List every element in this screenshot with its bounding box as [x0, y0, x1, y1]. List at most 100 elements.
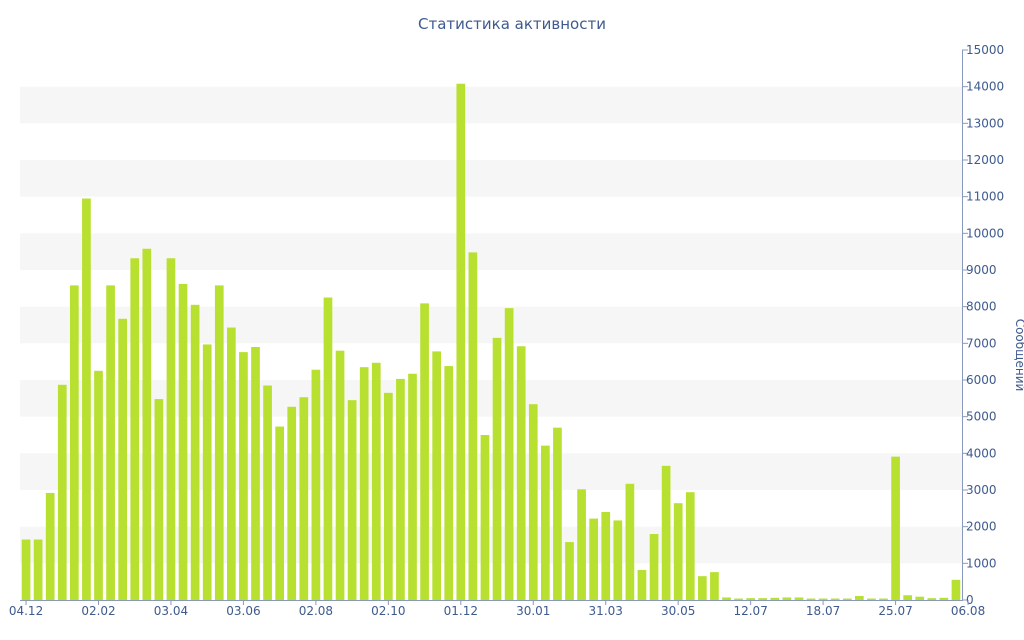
- bar[interactable]: [758, 598, 768, 600]
- bar[interactable]: [468, 252, 478, 600]
- grid-band: [20, 160, 962, 197]
- bar[interactable]: [408, 373, 417, 600]
- bar[interactable]: [891, 456, 900, 600]
- x-tick-label: 18.07: [806, 604, 840, 618]
- bar[interactable]: [842, 598, 852, 600]
- bar[interactable]: [516, 346, 526, 600]
- bar[interactable]: [492, 337, 502, 600]
- bar[interactable]: [251, 347, 260, 600]
- bar[interactable]: [456, 83, 466, 600]
- bar[interactable]: [21, 539, 31, 601]
- bar[interactable]: [528, 404, 538, 600]
- bar[interactable]: [939, 597, 949, 600]
- bar[interactable]: [323, 297, 333, 601]
- bar[interactable]: [673, 503, 683, 600]
- bar[interactable]: [589, 518, 599, 600]
- bar[interactable]: [806, 598, 816, 600]
- bar[interactable]: [951, 579, 961, 600]
- y-tick-label: 8000: [966, 300, 997, 314]
- y-tick-label: 4000: [966, 446, 997, 460]
- bar[interactable]: [154, 399, 164, 600]
- bar[interactable]: [94, 370, 103, 600]
- bar[interactable]: [661, 465, 671, 600]
- bar[interactable]: [226, 327, 236, 600]
- bar[interactable]: [432, 351, 442, 600]
- bar[interactable]: [613, 520, 623, 600]
- bar[interactable]: [33, 539, 43, 601]
- bar[interactable]: [45, 492, 55, 600]
- y-tick-label: 3000: [966, 483, 997, 497]
- grid-band: [20, 526, 962, 564]
- x-tick-label: 03.06: [226, 604, 260, 618]
- bar[interactable]: [106, 285, 115, 600]
- bar[interactable]: [553, 427, 562, 600]
- bar[interactable]: [770, 597, 780, 600]
- grid-band: [20, 233, 962, 270]
- bar[interactable]: [69, 285, 79, 600]
- bar[interactable]: [335, 350, 345, 600]
- bar[interactable]: [710, 572, 719, 600]
- bar[interactable]: [311, 369, 321, 600]
- grid-band: [20, 86, 962, 124]
- x-tick-label: 25.07: [878, 604, 912, 618]
- bar[interactable]: [794, 597, 804, 600]
- bar[interactable]: [287, 406, 297, 600]
- bar[interactable]: [649, 534, 659, 600]
- bar[interactable]: [202, 344, 212, 600]
- bar[interactable]: [263, 385, 272, 601]
- bar[interactable]: [396, 378, 405, 600]
- y-tick-label: 5000: [966, 410, 997, 424]
- bar[interactable]: [565, 542, 574, 600]
- bar[interactable]: [178, 283, 188, 600]
- y-tick-label: 6000: [966, 373, 997, 387]
- bar[interactable]: [734, 598, 743, 600]
- bar[interactable]: [130, 258, 140, 600]
- bar[interactable]: [540, 445, 550, 600]
- bar[interactable]: [915, 596, 925, 600]
- bar[interactable]: [637, 569, 647, 600]
- bar[interactable]: [383, 392, 393, 600]
- x-tick-label: 12.07: [733, 604, 767, 618]
- bar[interactable]: [625, 483, 635, 600]
- grid-band: [20, 306, 962, 344]
- bar[interactable]: [577, 489, 586, 600]
- bar[interactable]: [299, 397, 309, 600]
- bar[interactable]: [480, 435, 490, 600]
- bar[interactable]: [879, 598, 888, 600]
- bar[interactable]: [504, 308, 514, 600]
- bar[interactable]: [444, 366, 454, 600]
- x-tick-label: 03.04: [154, 604, 188, 618]
- bar[interactable]: [601, 512, 611, 600]
- bar[interactable]: [818, 598, 828, 600]
- y-tick-label: 7000: [966, 336, 997, 350]
- bar[interactable]: [854, 595, 864, 600]
- bars: [21, 83, 961, 601]
- grid-band: [20, 380, 962, 417]
- bar[interactable]: [746, 598, 756, 600]
- bar[interactable]: [142, 248, 152, 600]
- bar[interactable]: [867, 598, 876, 600]
- bar[interactable]: [239, 352, 248, 600]
- y-tick-label: 2000: [966, 520, 997, 534]
- bar[interactable]: [118, 318, 128, 600]
- bar[interactable]: [190, 304, 200, 600]
- bar[interactable]: [359, 367, 369, 600]
- bar[interactable]: [371, 362, 381, 600]
- bar[interactable]: [782, 597, 792, 600]
- bar[interactable]: [275, 426, 285, 600]
- bar[interactable]: [214, 285, 224, 600]
- bar[interactable]: [420, 303, 429, 600]
- bar[interactable]: [57, 384, 67, 600]
- y-tick-label: 13000: [966, 116, 1004, 130]
- bar[interactable]: [697, 576, 707, 600]
- y-tick-label: 14000: [966, 80, 1004, 94]
- x-tick-label: 30.05: [661, 604, 695, 618]
- bar[interactable]: [82, 198, 91, 601]
- bar[interactable]: [347, 400, 357, 600]
- bar[interactable]: [927, 598, 937, 600]
- bar[interactable]: [166, 258, 176, 600]
- bar[interactable]: [903, 595, 913, 600]
- bar[interactable]: [685, 492, 695, 600]
- bar[interactable]: [722, 597, 731, 600]
- bar[interactable]: [830, 598, 840, 600]
